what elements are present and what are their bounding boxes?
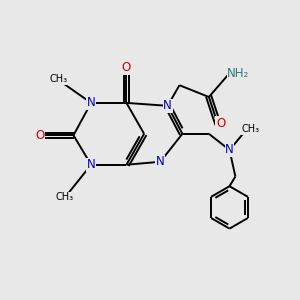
Text: O: O	[122, 61, 131, 74]
Text: O: O	[216, 117, 225, 130]
Text: N: N	[225, 143, 234, 157]
Text: CH₃: CH₃	[50, 74, 68, 84]
Text: O: O	[35, 129, 44, 142]
Text: N: N	[87, 96, 95, 110]
Text: N: N	[156, 155, 165, 168]
Text: CH₃: CH₃	[241, 124, 259, 134]
Text: N: N	[87, 158, 95, 171]
Text: N: N	[163, 99, 172, 112]
Text: NH₂: NH₂	[227, 67, 250, 80]
Text: CH₃: CH₃	[56, 192, 74, 202]
